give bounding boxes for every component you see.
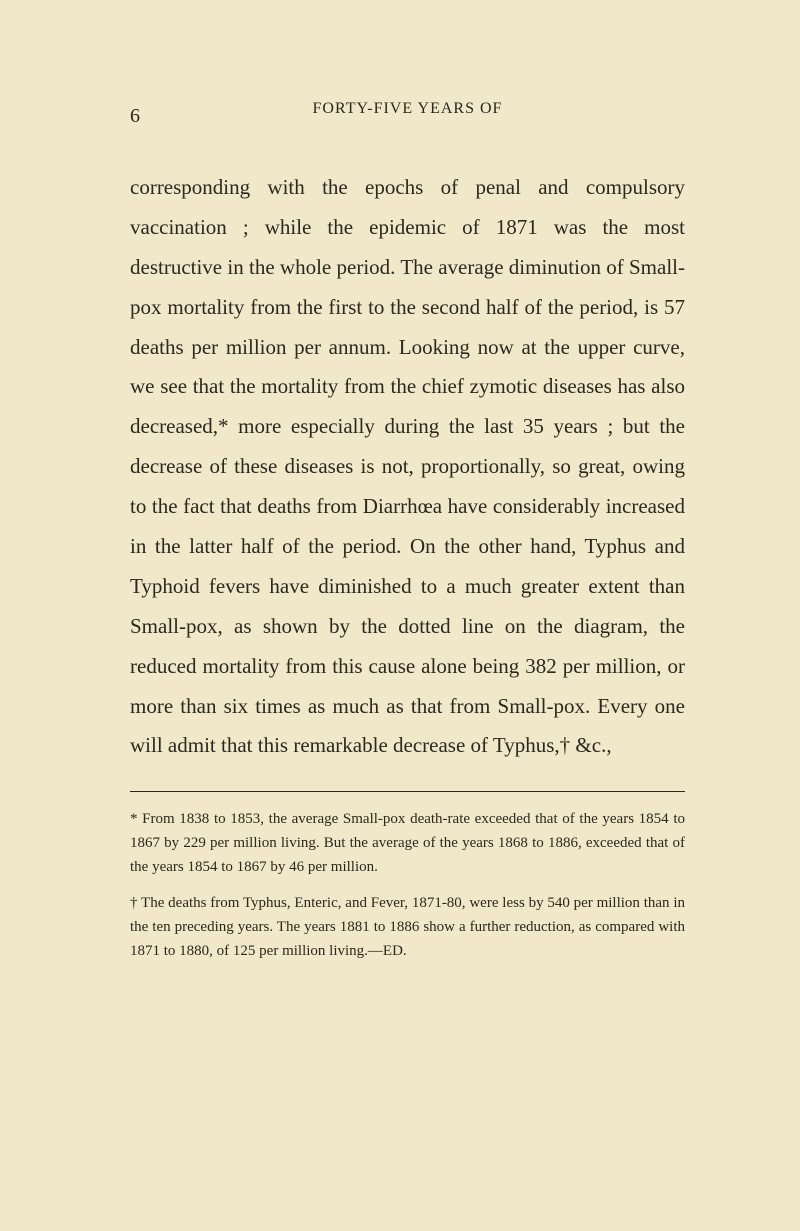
- page-number: 6: [130, 105, 140, 128]
- body-paragraph: corresponding with the epochs of penal a…: [130, 168, 685, 766]
- footnote-2: † The deaths from Typhus, Enteric, and F…: [130, 891, 685, 963]
- footnote-divider: [130, 791, 685, 792]
- page-header: FORTY-FIVE YEARS OF: [130, 100, 685, 118]
- footnote-1: * From 1838 to 1853, the average Small-p…: [130, 807, 685, 879]
- document-page: 6 FORTY-FIVE YEARS OF corresponding with…: [0, 0, 800, 1055]
